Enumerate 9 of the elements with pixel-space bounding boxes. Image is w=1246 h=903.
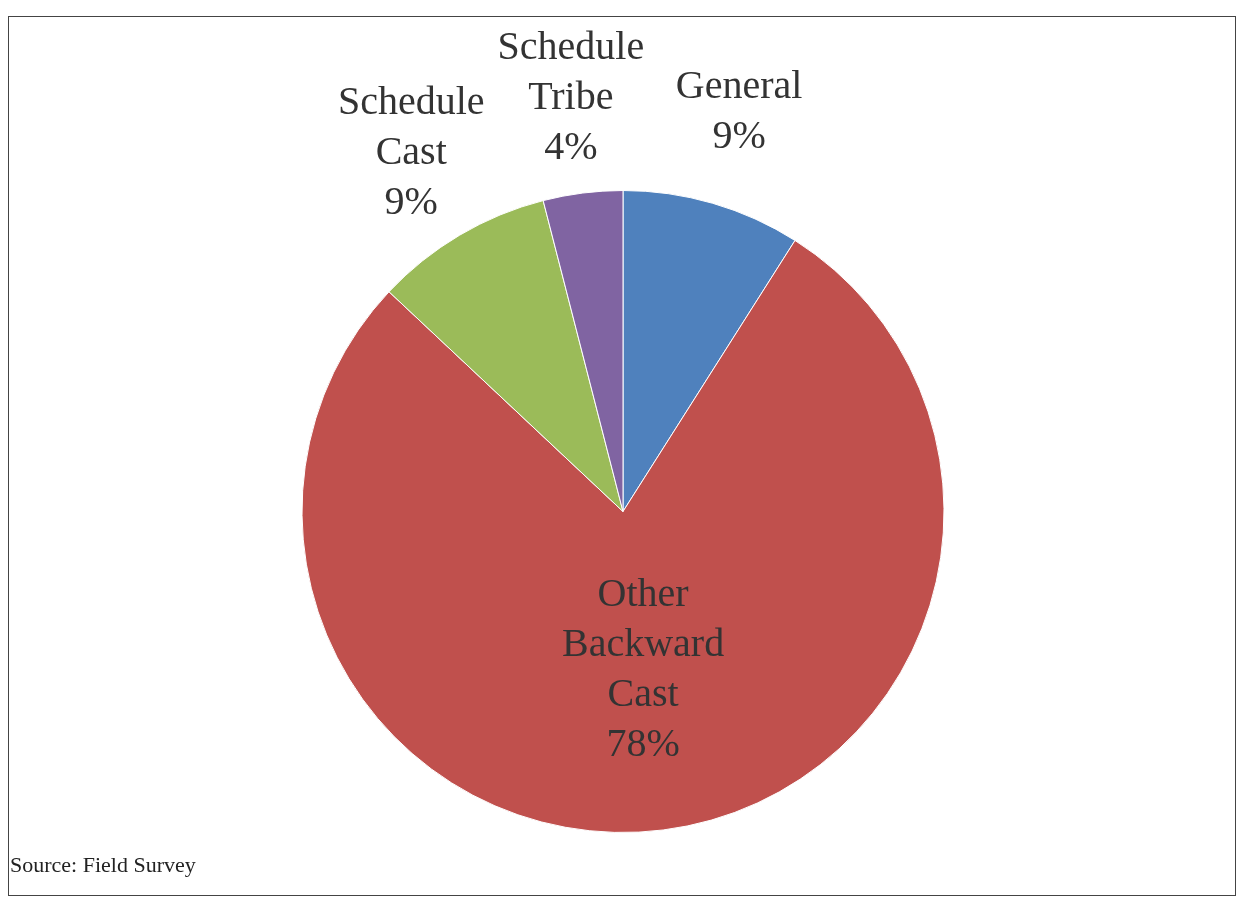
data-label: 78% [606, 720, 680, 766]
slice-label: Other Backward Cast [562, 570, 725, 716]
data-label: 9% [712, 111, 766, 157]
slice-label: Schedule Tribe [497, 23, 645, 119]
slice-label: Schedule Cast [337, 77, 485, 173]
data-label: 9% [384, 177, 438, 223]
slice-label: General [675, 61, 803, 107]
source-note: Source: Field Survey [10, 852, 196, 878]
data-label: 4% [544, 123, 598, 169]
